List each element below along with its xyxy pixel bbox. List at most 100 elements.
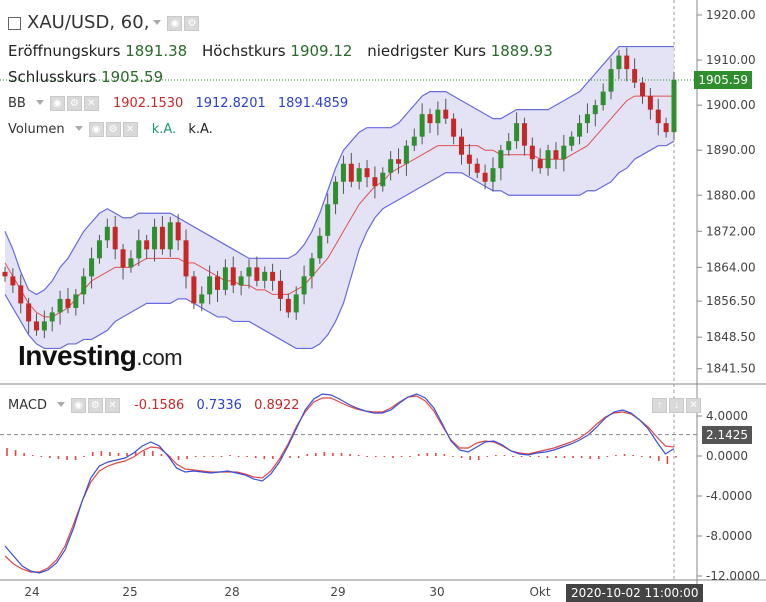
candle-body xyxy=(285,298,291,313)
volume-value-1: k.A. xyxy=(151,122,177,137)
macd-histogram-bar xyxy=(272,456,274,459)
macd-histogram-bar xyxy=(314,453,317,456)
macd-histogram-bar xyxy=(152,451,154,456)
macd-histogram-bar xyxy=(452,456,454,457)
macd-histogram-bar xyxy=(212,456,214,457)
macd-histogram-bar xyxy=(100,451,103,456)
macd-histogram-bar xyxy=(375,456,377,457)
time-tick-label: 28 xyxy=(224,585,239,599)
bb-visibility-icon[interactable]: ◉ xyxy=(49,96,65,111)
candle-body xyxy=(514,123,520,142)
macd-histogram-bar xyxy=(263,456,266,459)
candle-body xyxy=(175,222,181,241)
time-tick-label: 24 xyxy=(24,585,39,599)
candle-body xyxy=(191,276,197,304)
volume-value-2: k.A. xyxy=(188,122,213,137)
bb-close-icon[interactable]: ✕ xyxy=(83,96,99,111)
volume-visibility-icon[interactable]: ◉ xyxy=(88,122,104,137)
macd-histogram-bar xyxy=(400,456,403,457)
macd-histogram-bar xyxy=(254,456,257,458)
candle-body xyxy=(2,271,8,277)
macd-histogram-bar xyxy=(546,456,549,458)
gear-icon[interactable]: ⚙ xyxy=(184,15,200,31)
candle-body xyxy=(356,168,362,182)
symbol-title[interactable]: XAU/USD, 60, ◉ ⚙ xyxy=(8,12,201,33)
macd-histogram-bar xyxy=(426,453,429,456)
collapse-icon[interactable] xyxy=(8,16,21,30)
candle-body xyxy=(10,276,16,286)
macd-histogram-value: -0.1586 xyxy=(134,398,185,413)
visibility-icon[interactable]: ◉ xyxy=(167,15,183,31)
macd-histogram-bar xyxy=(349,454,351,456)
macd-gear-icon[interactable]: ⚙ xyxy=(87,398,103,413)
candle-body xyxy=(49,312,55,322)
high-label: Höchstkurs xyxy=(202,42,286,60)
candle-body xyxy=(647,96,653,110)
macd-histogram-bar xyxy=(49,456,51,458)
candle-body xyxy=(521,123,527,146)
macd-histogram-bar xyxy=(555,456,557,458)
bb-dropdown-icon[interactable] xyxy=(35,100,44,105)
candle-body xyxy=(655,109,661,124)
macd-histogram-bar xyxy=(117,453,120,456)
candle-body xyxy=(207,276,213,295)
pane-close-icon[interactable]: ✕ xyxy=(686,398,701,414)
macd-histogram-bar xyxy=(392,456,394,458)
macd-visibility-icon[interactable]: ◉ xyxy=(70,398,86,413)
candle-body xyxy=(435,109,441,124)
bb-gear-icon[interactable]: ⚙ xyxy=(66,96,82,111)
candle-body xyxy=(317,235,323,259)
volume-legend[interactable]: Volumen ◉ ⚙ ✕ k.A. k.A. xyxy=(8,122,213,137)
candle-body xyxy=(396,159,402,164)
candle-body xyxy=(608,69,614,92)
macd-histogram-bar xyxy=(580,456,583,458)
macd-signal-value: 0.8922 xyxy=(254,398,300,413)
bb-legend[interactable]: BB ◉ ⚙ ✕ 1902.1530 1912.8201 1891.4859 xyxy=(8,96,348,111)
candle-body xyxy=(89,258,95,277)
symbol-dropdown-icon[interactable] xyxy=(153,19,162,25)
macd-legend[interactable]: MACD ◉ ⚙ ✕ -0.1586 0.7336 0.8922 xyxy=(8,398,300,413)
macd-histogram-bar xyxy=(529,456,531,457)
volume-close-icon[interactable]: ✕ xyxy=(122,122,138,137)
macd-histogram-bar xyxy=(409,456,411,457)
candle-body xyxy=(466,154,472,164)
candle-body xyxy=(112,226,118,250)
candle-body xyxy=(128,258,134,268)
pane-down-icon[interactable]: ↓ xyxy=(669,398,684,414)
volume-dropdown-icon[interactable] xyxy=(74,126,83,131)
macd-tick-label: -12.0000 xyxy=(706,569,760,583)
macd-signal-line xyxy=(4,395,675,573)
price-tick-label: 1910.00 xyxy=(706,53,756,67)
candle-body xyxy=(403,145,409,164)
pane-controls[interactable]: ↑ ↓ ✕ xyxy=(652,397,703,415)
macd-histogram-bar xyxy=(40,456,43,457)
macd-tick-label: 0.0000 xyxy=(706,449,748,463)
bb-lower-line xyxy=(4,140,675,350)
candle-body xyxy=(96,240,102,259)
candle-body xyxy=(65,298,71,308)
candle-body xyxy=(18,285,24,304)
macd-histogram-bar xyxy=(66,456,68,460)
macd-histogram-bar xyxy=(246,456,248,457)
macd-histogram-bar xyxy=(623,454,626,456)
volume-gear-icon[interactable]: ⚙ xyxy=(105,122,121,137)
open-label: Eröffnungskurs xyxy=(8,42,121,60)
candle-body xyxy=(262,271,268,281)
candle-body xyxy=(663,123,669,133)
price-tag: 1905.59 xyxy=(694,70,752,89)
macd-histogram-bar xyxy=(435,453,437,456)
candle-body xyxy=(671,79,677,133)
macd-dropdown-icon[interactable] xyxy=(56,402,65,407)
pane-up-icon[interactable]: ↑ xyxy=(652,398,667,414)
macd-label: MACD xyxy=(8,398,47,413)
macd-histogram-bar xyxy=(23,453,25,456)
macd-histogram-bar xyxy=(640,456,643,457)
candle-body xyxy=(482,172,488,182)
candle-body xyxy=(451,118,457,137)
bb-mid-value: 1902.1530 xyxy=(112,96,184,111)
candle-body xyxy=(159,226,165,250)
macd-histogram-bar xyxy=(632,455,634,456)
macd-close-icon[interactable]: ✕ xyxy=(104,398,120,413)
candle-body xyxy=(41,321,47,331)
